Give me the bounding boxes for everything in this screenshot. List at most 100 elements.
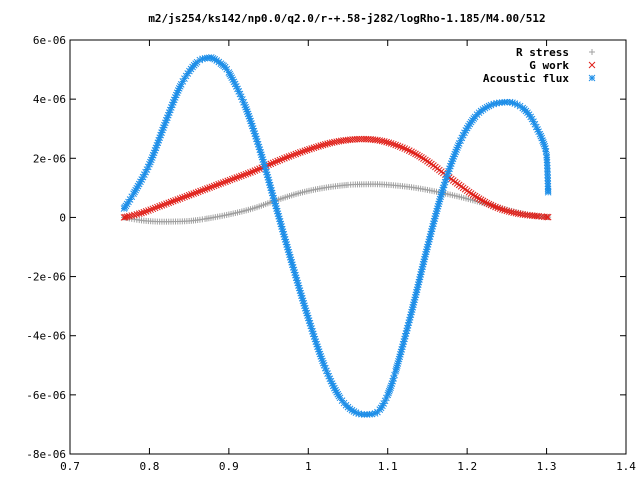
data-point: [233, 174, 241, 181]
series-g-work: [120, 135, 552, 221]
data-point: [408, 148, 415, 156]
data-point: [172, 196, 179, 204]
data-point: [174, 196, 182, 203]
data-point: [308, 145, 316, 152]
data-point: [169, 197, 177, 205]
data-point: [128, 212, 136, 219]
data-point: [299, 148, 306, 155]
data-point: [228, 175, 236, 183]
data-point: [306, 145, 313, 153]
data-point: [285, 153, 293, 160]
data-point: [383, 138, 390, 146]
data-point: [163, 200, 170, 208]
data-point: [412, 150, 419, 158]
y-tick-label: -6e-06: [26, 389, 66, 402]
data-point: [197, 187, 204, 195]
data-point: [269, 159, 277, 167]
data-point: [544, 213, 552, 221]
x-tick-label: 1.1: [378, 460, 398, 473]
data-point: [496, 205, 504, 213]
data-point: [485, 200, 493, 208]
data-point: [231, 174, 238, 182]
data-point: [140, 208, 148, 216]
legend-label: G work: [529, 59, 569, 72]
x-tick-label: 1: [305, 460, 312, 473]
data-point: [183, 192, 191, 200]
x-tick-label: 0.9: [219, 460, 239, 473]
data-point: [267, 160, 275, 168]
data-point: [543, 213, 550, 221]
x-tick-label: 1.3: [537, 460, 557, 473]
data-point: [420, 258, 428, 266]
data-point: [199, 186, 207, 194]
y-tick-label: 6e-06: [33, 34, 66, 47]
data-point: [471, 192, 479, 200]
data-point: [290, 151, 297, 159]
data-point: [194, 188, 202, 196]
legend-marker: [589, 49, 595, 55]
y-tick-label: -8e-06: [26, 448, 66, 461]
data-point: [142, 208, 150, 215]
y-tick-label: -4e-06: [26, 330, 66, 343]
data-point: [317, 142, 325, 150]
data-point: [481, 198, 489, 206]
data-point: [135, 210, 143, 218]
data-point: [276, 156, 284, 164]
data-point: [253, 166, 261, 174]
data-point: [160, 201, 168, 208]
data-point: [390, 140, 397, 148]
data-point: [301, 147, 309, 155]
data-point: [138, 209, 145, 217]
y-tick-label: 0: [59, 211, 66, 224]
x-tick-label: 1.2: [457, 460, 477, 473]
data-point: [178, 194, 186, 202]
data-point: [240, 171, 247, 179]
data-point: [156, 202, 163, 210]
data-point: [217, 180, 225, 187]
data-point: [401, 145, 409, 152]
data-point: [544, 174, 552, 182]
data-point: [315, 142, 322, 150]
data-point: [475, 195, 483, 202]
data-point: [235, 173, 243, 181]
data-point: [498, 206, 506, 213]
data-point: [219, 179, 227, 186]
axes: 0.7 0.8 0.9 1 1.1 1.2 1.3 1.4 -8e-06 -6e-06 -4e-06…: [26, 34, 636, 473]
chart-title: m2/js254/ks142/np0.0/q2.0/r-+.58-j282/lo…: [148, 12, 545, 25]
data-point: [501, 206, 508, 214]
y-tick-label: 2e-06: [33, 152, 66, 165]
data-point: [192, 189, 200, 197]
data-point: [483, 199, 491, 207]
data-point: [145, 207, 152, 214]
data-point: [429, 222, 437, 230]
data-point: [176, 195, 184, 202]
data-point: [237, 172, 245, 180]
data-point: [394, 142, 402, 150]
data-point: [418, 154, 425, 161]
data-point: [410, 149, 417, 157]
legend-marker: [588, 61, 596, 69]
data-point: [224, 177, 232, 185]
data-point: [122, 213, 129, 221]
data-point: [154, 203, 161, 211]
x-tick-label: 0.7: [60, 460, 80, 473]
series-acoustic-flux: [120, 54, 552, 418]
data-point: [487, 201, 495, 209]
data-point: [392, 141, 400, 149]
legend-label: R stress: [516, 46, 569, 59]
data-point: [544, 188, 552, 196]
data-point: [385, 139, 393, 147]
data-point: [278, 155, 286, 163]
data-point: [201, 185, 209, 193]
data-point: [387, 140, 395, 147]
data-point: [283, 154, 291, 161]
data-point: [181, 193, 188, 201]
data-point: [249, 168, 257, 175]
data-point: [251, 167, 259, 175]
data-point: [272, 158, 279, 166]
data-point: [473, 194, 481, 201]
y-tick-label: -2e-06: [26, 271, 66, 284]
data-point: [477, 196, 485, 204]
data-point: [479, 197, 487, 205]
